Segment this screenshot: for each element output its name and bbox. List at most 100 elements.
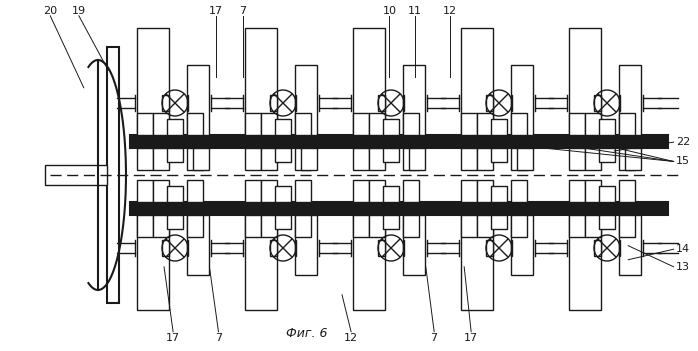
Bar (275, 119, 291, 135)
Bar (569, 215, 585, 237)
Bar (486, 95, 493, 111)
Bar (45, 165, 107, 185)
Bar (594, 95, 601, 111)
Bar (569, 148, 585, 170)
Bar (261, 113, 277, 135)
Bar (403, 215, 425, 275)
Bar (569, 28, 601, 135)
Bar (295, 148, 311, 170)
Bar (383, 119, 399, 135)
Text: 12: 12 (344, 333, 358, 343)
Text: 17: 17 (464, 333, 478, 343)
Bar (619, 65, 641, 135)
Bar (301, 148, 317, 170)
Text: 13: 13 (676, 262, 690, 272)
Bar (162, 240, 169, 256)
Bar (383, 148, 399, 162)
Bar (585, 215, 601, 237)
Bar (270, 240, 277, 256)
Bar (486, 240, 493, 256)
Bar (295, 215, 311, 237)
Bar (167, 186, 183, 202)
Bar (353, 215, 385, 310)
Bar (461, 28, 493, 135)
Bar (594, 240, 601, 256)
Text: 10: 10 (383, 6, 396, 15)
Bar (369, 215, 385, 237)
Text: 22: 22 (676, 137, 690, 147)
Bar (137, 180, 153, 202)
Bar (569, 113, 585, 135)
Bar (295, 215, 317, 275)
Text: 15: 15 (676, 157, 690, 166)
Text: 7: 7 (239, 6, 246, 15)
Bar (491, 148, 507, 162)
Bar (625, 148, 641, 170)
Bar (599, 119, 615, 135)
Bar (619, 180, 635, 202)
Text: 7: 7 (431, 333, 438, 343)
Bar (245, 215, 277, 310)
Bar (353, 215, 369, 237)
Bar (511, 148, 527, 170)
Bar (383, 215, 399, 229)
Text: Фиг. 6: Фиг. 6 (286, 327, 328, 340)
Bar (619, 240, 620, 256)
Bar (461, 148, 477, 170)
Bar (295, 65, 317, 135)
Bar (511, 95, 512, 111)
Bar (477, 215, 493, 237)
Bar (403, 180, 419, 202)
Bar (599, 215, 615, 229)
Bar (153, 180, 169, 202)
Bar (585, 148, 601, 170)
Bar (619, 215, 641, 275)
Bar (167, 215, 183, 229)
Bar (511, 65, 533, 135)
Bar (511, 215, 527, 237)
Bar (261, 148, 277, 170)
Bar (107, 47, 119, 303)
Text: 20: 20 (43, 6, 57, 15)
Bar (619, 215, 635, 237)
Bar (162, 95, 169, 111)
Bar (295, 240, 296, 256)
Bar (193, 148, 209, 170)
Bar (619, 95, 620, 111)
Bar (245, 148, 261, 170)
Bar (153, 148, 169, 170)
Bar (295, 95, 296, 111)
Bar (369, 180, 385, 202)
Bar (137, 113, 153, 135)
Bar (569, 215, 601, 310)
Bar (403, 65, 425, 135)
Bar (353, 113, 369, 135)
Text: 14: 14 (676, 244, 690, 254)
Bar (599, 148, 615, 162)
Text: 12: 12 (443, 6, 457, 15)
Bar (137, 28, 169, 135)
Bar (187, 113, 203, 135)
Bar (491, 215, 507, 229)
Bar (137, 215, 169, 310)
Bar (491, 119, 507, 135)
Bar (619, 148, 635, 170)
Bar (137, 148, 153, 170)
Bar (369, 113, 385, 135)
Bar (187, 65, 209, 135)
Bar (153, 215, 169, 237)
Text: 17: 17 (209, 6, 223, 15)
Bar (353, 148, 369, 170)
Text: 17: 17 (166, 333, 180, 343)
Text: 19: 19 (72, 6, 86, 15)
Bar (477, 180, 493, 202)
Bar (187, 180, 203, 202)
Bar (187, 215, 203, 237)
Bar (245, 180, 261, 202)
Bar (187, 148, 203, 170)
Bar (403, 240, 404, 256)
Bar (275, 186, 291, 202)
Bar (295, 180, 311, 202)
Bar (619, 113, 635, 135)
Bar (477, 113, 493, 135)
